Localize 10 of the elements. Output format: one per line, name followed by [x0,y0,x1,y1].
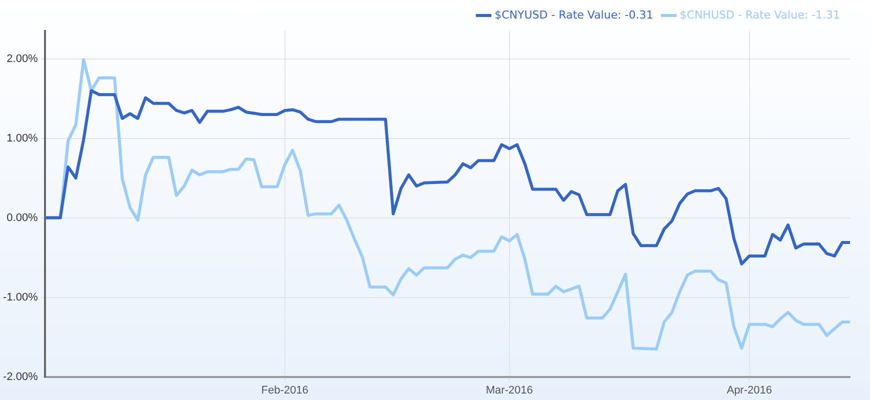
y-tick-label: 2.00% [6,52,38,65]
y-tick-label: -1.00% [2,291,38,304]
x-tick-label: Mar-2016 [486,384,533,396]
x-tick-label: Feb-2016 [261,384,308,396]
y-tick-label: 1.00% [6,132,38,144]
x-tick-label: Apr-2016 [726,384,772,396]
legend-label: $CNHUSD - Rate Value: -1.31 [680,8,840,22]
legend-label: $CNYUSD - Rate Value: -0.31 [494,8,654,22]
y-tick-label: -2.00% [2,370,38,383]
y-tick-label: 0.00% [6,212,38,224]
